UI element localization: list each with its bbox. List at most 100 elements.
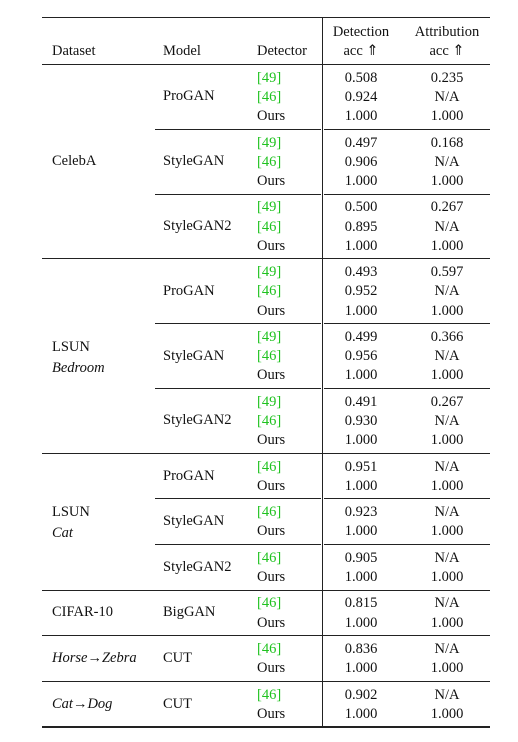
detection-acc: 0.493 [344, 264, 378, 281]
rule [155, 388, 321, 389]
attribution-acc: 0.267 [430, 199, 464, 216]
model: ProGAN [163, 88, 215, 105]
attribution-acc: 1.000 [430, 432, 464, 449]
attribution-acc: N/A [434, 413, 460, 429]
detection-acc: 0.905 [344, 549, 378, 566]
model: StyleGAN2 [163, 558, 232, 575]
detector: [46] [257, 458, 282, 475]
rule [42, 589, 490, 591]
detection-acc: 1.000 [344, 302, 378, 319]
detection-acc: 0.923 [344, 504, 378, 521]
rule [155, 544, 321, 545]
detector: [49] [257, 393, 282, 410]
dataset: LSUN [52, 338, 90, 355]
attribution-acc: 0.366 [430, 329, 464, 345]
attribution-acc: 1.000 [430, 108, 464, 125]
header-cell: Model [163, 43, 201, 59]
attribution-acc: N/A [434, 283, 460, 300]
detection-acc: 0.956 [344, 348, 378, 365]
detection-acc: 0.906 [344, 153, 378, 170]
detection-acc: 0.895 [344, 218, 378, 235]
column-divider [322, 17, 323, 727]
detector: Ours [257, 173, 286, 189]
rule [42, 64, 490, 65]
detector: [46] [257, 153, 282, 170]
detection-acc: 1.000 [344, 523, 378, 540]
detector: [46] [257, 549, 282, 566]
header-cell: Attribution [414, 24, 480, 40]
detector: [46] [257, 595, 282, 612]
detector: Ours [257, 108, 286, 125]
detection-acc: 0.951 [344, 458, 378, 475]
attribution-acc: 0.267 [430, 393, 464, 410]
detection-acc: 0.930 [344, 413, 378, 429]
rule [324, 544, 490, 545]
detection-acc: 0.952 [344, 283, 378, 300]
model: BigGAN [163, 604, 216, 621]
model: ProGAN [163, 282, 215, 299]
rule [155, 498, 321, 500]
detector: Ours [257, 477, 286, 494]
rule [324, 323, 490, 325]
detector: [46] [257, 218, 282, 235]
detector: Ours [257, 302, 286, 319]
detector: [49] [257, 329, 282, 345]
header-cell: Dataset [52, 43, 96, 59]
detection-acc: 1.000 [344, 432, 378, 449]
attribution-acc: N/A [434, 89, 460, 105]
detector: Ours [257, 569, 286, 585]
detector: [46] [257, 641, 282, 657]
detector: [49] [257, 264, 282, 281]
model: ProGAN [163, 467, 215, 484]
attribution-acc: N/A [434, 641, 460, 657]
attribution-acc: N/A [434, 504, 460, 521]
detection-acc: 0.836 [344, 641, 378, 657]
dataset: Horse→Zebra [52, 650, 137, 666]
detector: Ours [257, 237, 286, 254]
detection-acc: 0.499 [344, 329, 378, 345]
model: StyleGAN [163, 513, 225, 530]
header-cell: acc ⇑ [343, 43, 379, 59]
detection-acc: 0.491 [344, 393, 378, 410]
model: StyleGAN [163, 347, 225, 364]
detection-acc: 1.000 [344, 614, 378, 631]
detection-acc: 0.500 [344, 199, 378, 216]
header-cell: Detector [257, 43, 307, 59]
model: StyleGAN [163, 153, 225, 170]
detection-acc: 0.508 [344, 69, 378, 86]
dataset-subset: Cat [52, 525, 73, 542]
header-cell: Detection [332, 24, 390, 40]
detection-acc: 1.000 [344, 108, 378, 125]
attribution-acc: N/A [434, 595, 460, 612]
attribution-acc: 1.000 [430, 237, 464, 254]
attribution-acc: 0.168 [430, 134, 464, 151]
rule [42, 635, 490, 637]
dataset: CIFAR-10 [52, 604, 113, 621]
rule [155, 193, 321, 195]
model: StyleGAN2 [163, 412, 232, 429]
attribution-acc: 1.000 [430, 367, 464, 384]
attribution-acc: N/A [434, 153, 460, 170]
attribution-acc: N/A [434, 348, 460, 365]
detector: Ours [257, 367, 286, 384]
attribution-acc: 1.000 [430, 477, 464, 494]
detector: [46] [257, 348, 282, 365]
rule [42, 17, 490, 19]
model: CUT [163, 695, 192, 712]
attribution-acc: 1.000 [430, 173, 464, 189]
attribution-acc: N/A [434, 686, 460, 703]
detection-acc: 1.000 [344, 660, 378, 677]
detection-acc: 0.924 [344, 89, 378, 105]
rule [324, 193, 490, 195]
attribution-acc: N/A [434, 458, 460, 475]
detector: Ours [257, 705, 286, 722]
detector: [46] [257, 504, 282, 521]
rule [324, 388, 490, 389]
detector: [46] [257, 283, 282, 300]
attribution-acc: 0.235 [430, 69, 464, 86]
detector: Ours [257, 614, 286, 631]
model: CUT [163, 650, 192, 666]
rule [42, 258, 490, 260]
rule [155, 128, 321, 130]
rule [155, 323, 321, 325]
